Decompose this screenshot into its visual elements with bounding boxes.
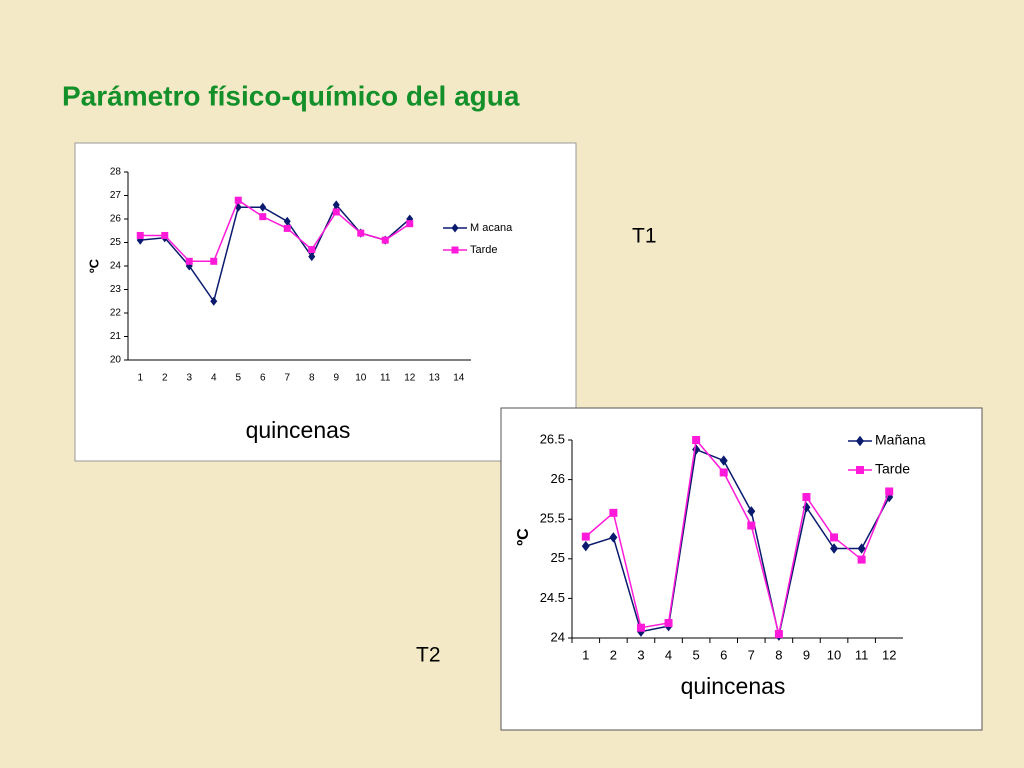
series-line (585, 448, 890, 636)
marker (357, 229, 365, 237)
marker (856, 466, 864, 474)
marker (332, 208, 340, 216)
y-tick-label: 26 (551, 471, 565, 486)
x-tick-label: 6 (260, 373, 266, 384)
marker (636, 623, 645, 632)
x-tick-label: 2 (610, 647, 617, 662)
legend-label: Tarde (875, 461, 910, 477)
x-tick-label: 3 (637, 647, 644, 662)
marker (283, 224, 291, 232)
marker (581, 532, 590, 541)
x-tick-label: 10 (827, 647, 841, 662)
marker (308, 246, 316, 254)
chart-frame (500, 407, 983, 731)
x-tick-label: 1 (582, 647, 589, 662)
y-tick-label: 26.5 (540, 431, 565, 446)
marker (885, 487, 894, 496)
chart-label: T2 (416, 644, 441, 667)
y-tick-label: 24 (551, 629, 565, 644)
chart-frame (74, 142, 577, 462)
x-tick-label: 3 (186, 373, 192, 384)
marker (210, 257, 218, 265)
x-tick-label: 4 (665, 647, 672, 662)
chart-label: T1 (632, 225, 657, 248)
x-tick-label: 5 (235, 373, 241, 384)
slide-title: Parámetro físico-químico del agua (62, 80, 520, 111)
marker (136, 231, 144, 239)
series-line (140, 199, 411, 263)
marker (406, 220, 414, 228)
marker (692, 436, 701, 444)
legend-label: Tarde (470, 244, 498, 256)
x-tick-label: 14 (453, 373, 465, 384)
marker (747, 521, 756, 530)
marker (856, 435, 864, 447)
marker (857, 555, 866, 564)
y-tick-label: 21 (110, 331, 122, 342)
marker (774, 630, 783, 639)
marker (664, 618, 673, 627)
marker (451, 223, 459, 233)
x-tick-label: 8 (775, 647, 782, 662)
y-tick-label: 23 (110, 284, 122, 295)
marker (719, 468, 728, 477)
y-axis-label: ºC (86, 258, 101, 273)
marker (609, 532, 618, 543)
marker (185, 257, 193, 265)
marker (609, 508, 618, 517)
marker (719, 455, 728, 466)
marker (259, 202, 267, 212)
x-tick-label: 6 (720, 647, 727, 662)
legend-label: Mañana (875, 432, 926, 448)
legend-label: M acana (470, 222, 513, 234)
marker (581, 540, 590, 552)
x-tick-label: 1 (137, 373, 143, 384)
x-tick-label: 4 (211, 373, 217, 384)
y-tick-label: 22 (110, 308, 122, 319)
x-tick-label: 8 (309, 373, 315, 384)
marker (210, 296, 218, 306)
y-tick-label: 27 (110, 190, 122, 201)
y-tick-label: 28 (110, 167, 122, 178)
y-axis-label: ºC (515, 528, 532, 546)
series-line (585, 438, 890, 635)
y-tick-label: 24.5 (540, 590, 565, 605)
y-tick-label: 26 (110, 214, 122, 225)
x-tick-label: 10 (355, 373, 367, 384)
x-tick-label: 5 (693, 647, 700, 662)
marker (451, 246, 459, 254)
marker (259, 213, 267, 221)
x-tick-label: 12 (404, 373, 416, 384)
x-axis-label: quincenas (681, 673, 786, 699)
x-tick-label: 13 (429, 373, 441, 384)
x-tick-label: 7 (284, 373, 290, 384)
y-tick-label: 25.5 (540, 511, 565, 526)
marker (332, 200, 340, 210)
x-tick-label: 2 (162, 373, 168, 384)
x-tick-label: 9 (333, 373, 339, 384)
y-tick-label: 20 (110, 355, 122, 366)
marker (381, 236, 389, 244)
x-axis-label: quincenas (246, 417, 351, 443)
x-tick-label: 11 (855, 647, 869, 662)
x-tick-label: 7 (748, 647, 755, 662)
marker (830, 543, 839, 554)
marker (234, 196, 242, 204)
marker (802, 493, 811, 502)
x-tick-label: 11 (380, 373, 391, 384)
marker (747, 506, 756, 517)
y-tick-label: 24 (110, 261, 122, 272)
marker (857, 543, 866, 554)
marker (283, 216, 291, 226)
x-tick-label: 9 (803, 647, 810, 662)
marker (308, 252, 316, 262)
marker (161, 231, 169, 239)
marker (830, 533, 839, 542)
x-tick-label: 12 (882, 647, 896, 662)
y-tick-label: 25 (110, 237, 122, 248)
y-tick-label: 25 (551, 550, 565, 565)
